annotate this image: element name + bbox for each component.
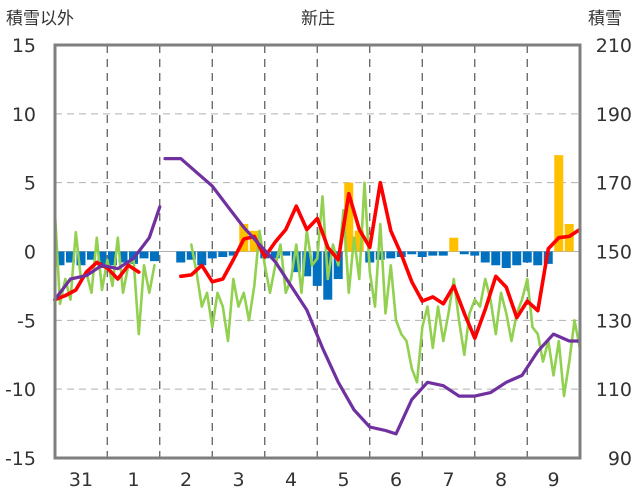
x-tick-labels: 31 1 2 3 4 5 6 7 8 9 <box>69 469 560 491</box>
bar <box>291 251 301 273</box>
left-axis-label: 積雪以外 <box>6 9 74 29</box>
bar <box>76 251 86 266</box>
right-tick-label: 210 <box>596 35 632 57</box>
bar <box>150 251 159 262</box>
left-tick-label: 15 <box>12 35 36 57</box>
left-tick-label: -10 <box>5 379 36 401</box>
bar <box>428 251 438 256</box>
left-tick-label: 5 <box>24 173 36 195</box>
bar <box>108 251 117 266</box>
bar <box>197 251 207 266</box>
left-tick-labels: 15 10 5 0 -5 -10 -15 <box>5 35 36 470</box>
right-tick-label: 150 <box>596 242 632 264</box>
plot-frame <box>53 43 582 460</box>
x-tick-label: 5 <box>337 469 349 491</box>
right-tick-label: 170 <box>596 173 632 195</box>
bar <box>407 251 417 255</box>
left-tick-label: 10 <box>12 104 36 126</box>
bar <box>470 251 480 256</box>
bar <box>522 251 532 263</box>
x-tick-label: 9 <box>547 469 559 491</box>
bar <box>449 237 459 252</box>
bar <box>354 230 364 252</box>
x-tick-label: 6 <box>390 469 402 491</box>
x-tick-label: 2 <box>180 469 192 491</box>
chart-title: 新庄 <box>301 9 335 29</box>
x-tick-label: 1 <box>127 469 139 491</box>
left-tick-label: 0 <box>24 242 36 264</box>
bar <box>480 251 490 263</box>
right-axis-label: 積雪 <box>588 9 622 29</box>
bar <box>344 182 354 252</box>
bar <box>512 251 522 266</box>
x-tick-label: 7 <box>442 469 454 491</box>
bar <box>501 251 511 269</box>
bar <box>118 251 128 263</box>
bar <box>228 251 238 256</box>
bar <box>386 251 396 259</box>
bar <box>281 251 291 256</box>
bar <box>491 251 501 266</box>
right-tick-label: 190 <box>596 104 632 126</box>
x-tick-label: 8 <box>495 469 507 491</box>
bar <box>97 251 107 269</box>
bar <box>554 155 564 252</box>
bar <box>302 251 312 277</box>
x-tick-label: 3 <box>232 469 244 491</box>
bar <box>375 251 385 260</box>
green-line <box>53 181 582 398</box>
bar <box>176 251 186 263</box>
bar <box>438 251 448 256</box>
right-tick-label: 130 <box>596 310 632 332</box>
bar <box>417 251 427 258</box>
bar <box>87 251 96 260</box>
bar <box>55 251 65 266</box>
line-series <box>53 157 582 436</box>
bar <box>459 251 469 255</box>
bar <box>312 251 322 286</box>
x-tick-label: 31 <box>69 469 93 491</box>
right-tick-label: 90 <box>608 448 632 470</box>
right-tick-label: 110 <box>596 379 632 401</box>
left-tick-label: -15 <box>5 448 36 470</box>
purple-line <box>53 157 582 436</box>
bar <box>207 251 217 259</box>
bar <box>270 251 280 259</box>
red-line <box>53 180 582 340</box>
bar <box>186 251 196 260</box>
x-tick-label: 4 <box>285 469 297 491</box>
left-tick-label: -5 <box>17 310 36 332</box>
bar <box>533 251 543 266</box>
right-tick-labels: 210 190 170 150 130 110 90 <box>596 35 632 470</box>
bar <box>139 251 149 259</box>
bar <box>218 251 228 258</box>
bar <box>66 251 75 263</box>
